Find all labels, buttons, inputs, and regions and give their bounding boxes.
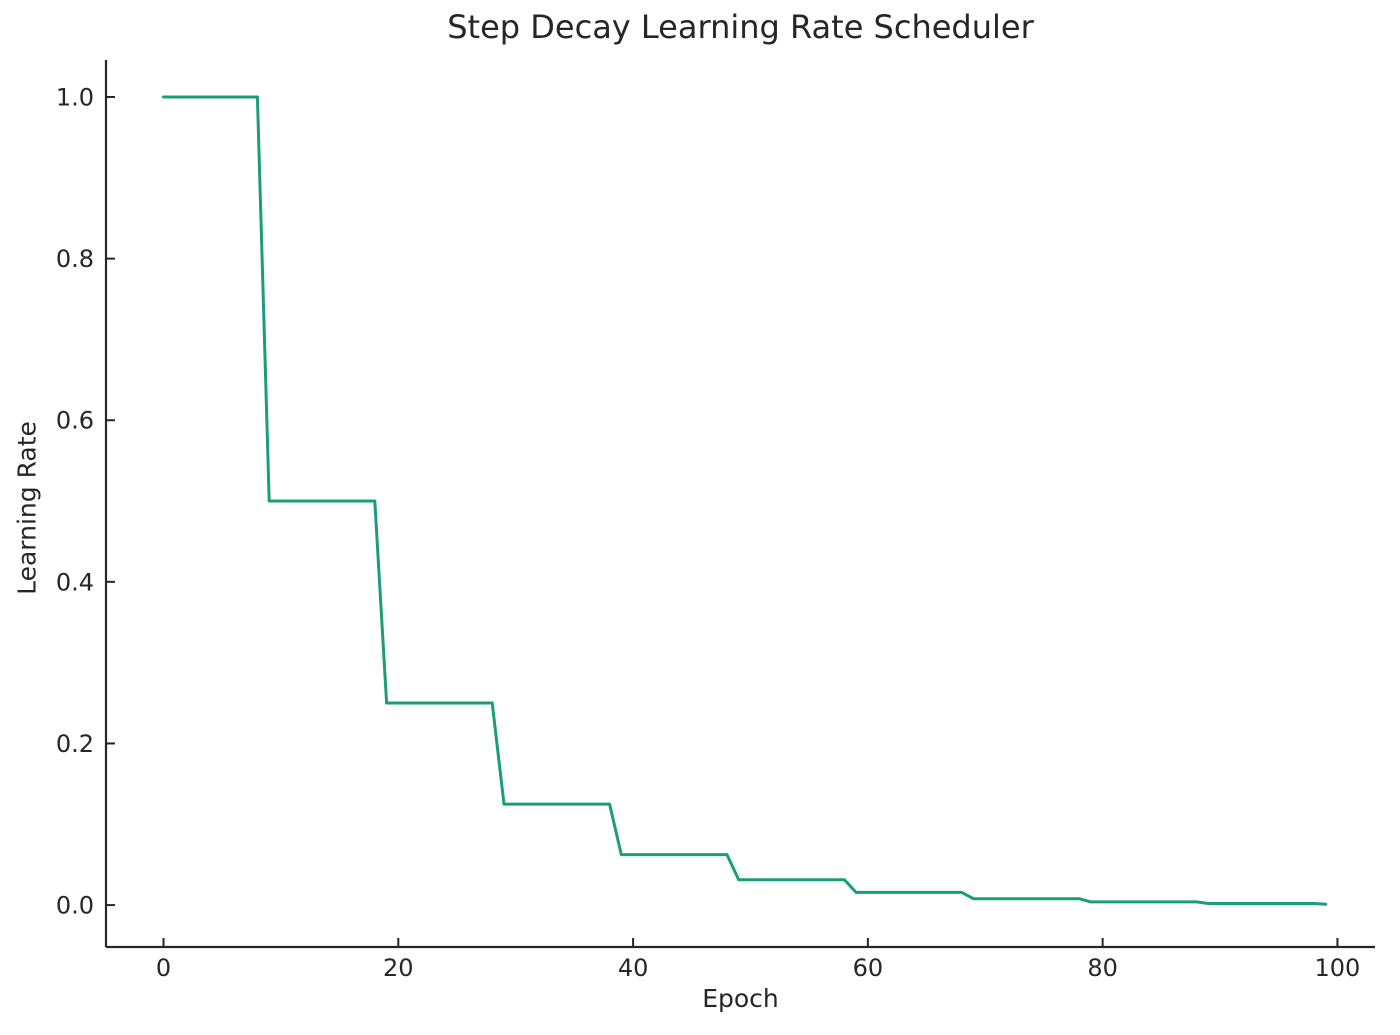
learning-rate-line	[162, 95, 1328, 906]
y-tick-label: 1.0	[56, 84, 94, 112]
x-tick-label: 60	[853, 954, 884, 982]
x-tick-label: 40	[618, 954, 649, 982]
chart-title: Step Decay Learning Rate Scheduler	[447, 8, 1034, 46]
x-tick-label: 0	[156, 954, 171, 982]
y-tick-label: 0.6	[56, 407, 94, 435]
x-tick-label: 80	[1087, 954, 1118, 982]
y-tick-label: 0.8	[56, 245, 94, 273]
y-tick-label: 0.0	[56, 892, 94, 920]
x-axis-label: Epoch	[702, 984, 779, 1013]
y-tick-label: 0.4	[56, 568, 94, 596]
x-tick-label: 100	[1315, 954, 1361, 982]
y-tick-label: 0.2	[56, 730, 94, 758]
x-tick-label: 20	[383, 954, 414, 982]
